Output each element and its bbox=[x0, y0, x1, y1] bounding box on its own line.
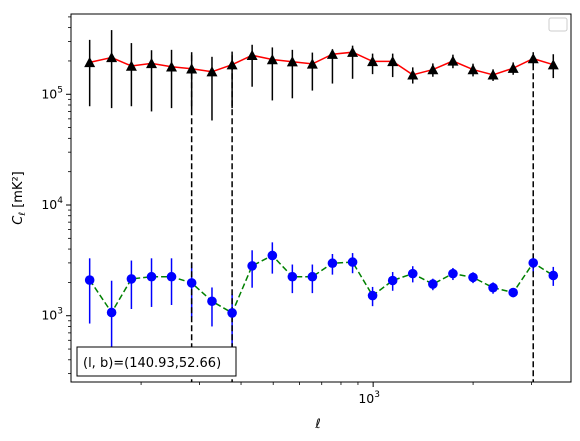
x-axis-label: ℓ bbox=[314, 417, 320, 432]
data-point bbox=[306, 58, 318, 69]
data-point bbox=[286, 56, 298, 67]
data-point bbox=[267, 250, 278, 261]
data-point bbox=[207, 296, 217, 307]
vertical-markers bbox=[190, 55, 534, 382]
data-point bbox=[186, 278, 197, 288]
data-point bbox=[428, 279, 438, 289]
data-point bbox=[467, 64, 479, 75]
data-point bbox=[367, 290, 378, 301]
data-point bbox=[247, 261, 257, 271]
x-tick-label: 103 bbox=[358, 390, 380, 406]
data-point bbox=[528, 258, 539, 268]
data-point bbox=[227, 308, 237, 318]
data-point bbox=[327, 258, 338, 269]
data-point bbox=[206, 66, 218, 77]
y-axis-label-unit: [mK²] bbox=[11, 171, 26, 208]
data-point bbox=[106, 307, 117, 318]
data-point bbox=[407, 268, 418, 279]
annotation-text: (l, b)=(140.93,52.66) bbox=[83, 356, 221, 371]
data-point bbox=[347, 46, 359, 57]
data-point bbox=[507, 62, 519, 73]
y-tick-label: 104 bbox=[41, 196, 63, 212]
data-point bbox=[447, 55, 459, 66]
series-line-2 bbox=[89, 254, 554, 314]
y-axis-label: Cℓ [mK²] bbox=[11, 171, 28, 224]
data-point bbox=[347, 257, 358, 267]
data-point bbox=[146, 271, 157, 282]
annotation-box bbox=[76, 346, 237, 377]
data-point bbox=[84, 275, 95, 285]
data-point bbox=[126, 274, 137, 284]
data-point bbox=[387, 275, 398, 286]
data-point bbox=[326, 48, 338, 59]
data-point bbox=[488, 282, 498, 293]
data-point bbox=[146, 57, 158, 69]
data-point bbox=[387, 55, 399, 67]
data-point bbox=[468, 272, 478, 283]
data-point bbox=[84, 56, 96, 68]
data-point bbox=[548, 270, 559, 281]
data-point bbox=[106, 51, 118, 63]
data-point bbox=[487, 69, 499, 80]
data-point bbox=[427, 64, 439, 75]
y-axis-label-symbol: C bbox=[11, 215, 26, 225]
data-point bbox=[367, 55, 379, 67]
axis-ticks: 103 104 105 103 bbox=[41, 16, 532, 406]
data-point bbox=[166, 271, 177, 282]
data-point bbox=[226, 59, 238, 70]
data-point bbox=[407, 69, 419, 80]
y-axis-label-subscript: ℓ bbox=[18, 212, 28, 217]
annotation: (l, b)=(140.93,52.66) bbox=[76, 346, 237, 377]
legend-box bbox=[548, 17, 568, 32]
plot-area bbox=[71, 14, 571, 382]
data-point bbox=[287, 271, 298, 282]
y-tick-label: 105 bbox=[41, 85, 63, 101]
data-point bbox=[307, 271, 318, 282]
data-point bbox=[527, 53, 539, 64]
data-point bbox=[266, 54, 278, 65]
data-point bbox=[508, 287, 518, 298]
data-point bbox=[125, 60, 137, 71]
data-point bbox=[246, 49, 258, 60]
data-markers bbox=[84, 46, 559, 318]
svg-text:Cℓ [mK²]: Cℓ [mK²] bbox=[11, 171, 28, 224]
plot-frame bbox=[70, 13, 572, 383]
data-point bbox=[166, 61, 178, 72]
data-point bbox=[448, 268, 458, 279]
data-point bbox=[547, 59, 559, 70]
y-tick-label: 103 bbox=[41, 307, 63, 323]
data-point bbox=[186, 63, 198, 74]
